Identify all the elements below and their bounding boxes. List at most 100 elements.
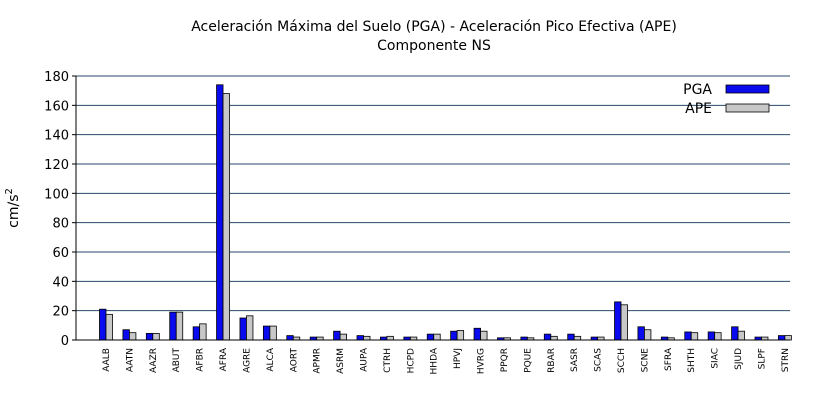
- y-tick-label: 160: [44, 99, 69, 114]
- x-tick-label: SJUD: [734, 348, 744, 370]
- x-tick-label: AFRA: [219, 347, 229, 371]
- x-tick-label: APMR: [313, 348, 323, 374]
- bar-pga: [99, 308, 107, 341]
- bar-pga: [192, 326, 201, 341]
- x-tick-label: HCPD: [406, 348, 416, 373]
- bar-ape: [573, 335, 582, 341]
- bar-pga: [614, 301, 622, 341]
- x-tick-label: STRN: [781, 348, 791, 372]
- bar-ape: [620, 304, 628, 341]
- bar-pga: [356, 335, 364, 341]
- bar-pga: [543, 333, 552, 341]
- bar-pga: [567, 333, 575, 341]
- y-tick-labels: 0 20 40 60 80 100 120 140 160 180: [44, 70, 69, 349]
- grid-lines: [76, 75, 790, 312]
- y-tick-label: 120: [44, 158, 69, 173]
- y-tick-label: 100: [44, 187, 69, 202]
- bar-pga: [637, 326, 645, 341]
- bar-pga: [262, 325, 271, 341]
- x-tick-label: AAZR: [149, 348, 159, 373]
- y-axis-label-exponent: 2: [4, 188, 15, 194]
- x-tick-label: AUPA: [360, 347, 370, 372]
- bar-pga: [731, 326, 739, 341]
- x-tick-label: AGRE: [242, 348, 252, 373]
- bar-pga: [145, 332, 154, 341]
- x-tick-label: AFBR: [196, 348, 206, 372]
- bar-pga: [122, 329, 130, 341]
- bar-ape: [737, 330, 745, 341]
- x-tick-label: PQUE: [523, 348, 533, 373]
- y-tick-label: 20: [52, 305, 69, 320]
- x-tick-label: SASR: [570, 348, 580, 372]
- x-tick-label: SLPF: [757, 348, 767, 369]
- bar-pga: [333, 330, 341, 341]
- bar-ape: [480, 330, 488, 341]
- y-tick-label: 180: [44, 70, 69, 85]
- bar-ape: [690, 332, 699, 341]
- bar-ape: [644, 329, 652, 341]
- bar-pga: [216, 84, 224, 341]
- x-tick-label: HPVJ: [453, 348, 463, 369]
- y-tick-label: 40: [52, 275, 69, 290]
- bar-ape: [105, 313, 113, 341]
- legend-label: APE: [685, 101, 712, 117]
- bar-ape: [550, 335, 558, 341]
- bar-ape: [386, 335, 394, 341]
- bar-ape: [269, 325, 277, 341]
- x-tick-labels: AALB AATN AAZR ABUT AFBR AFRA AGRE ALCA AORT APMR…: [102, 347, 791, 374]
- bar-pga: [239, 317, 247, 341]
- x-tick-label: SCNE: [640, 348, 650, 373]
- axes: [72, 75, 790, 341]
- bar-pga: [286, 335, 294, 341]
- bar-pga: [777, 335, 786, 341]
- legend: PGA APE: [683, 82, 770, 117]
- bar-ape: [784, 335, 792, 341]
- x-tick-label: PPQR: [500, 348, 510, 372]
- x-tick-label: AORT: [289, 348, 299, 373]
- bar-ape: [363, 335, 371, 341]
- x-tick-label: HHDA: [430, 347, 440, 374]
- legend-label: PGA: [683, 82, 712, 98]
- y-axis-label-unit: cm/s: [6, 195, 22, 228]
- x-tick-label: ALCA: [266, 347, 276, 371]
- y-tick-label: 80: [52, 217, 69, 232]
- x-tick-label: RBAR: [547, 348, 557, 373]
- bar-ape: [199, 323, 207, 341]
- x-tick-label: ABUT: [172, 348, 182, 373]
- x-tick-label: SFRA: [664, 347, 674, 371]
- x-tick-label: ASRM: [336, 348, 346, 374]
- bar-ape: [433, 333, 441, 341]
- x-tick-label: SIAC: [711, 348, 721, 369]
- bar-ape: [152, 332, 160, 341]
- bar-ape: [175, 311, 184, 341]
- x-tick-label: AALB: [102, 348, 112, 372]
- bar-ape: [456, 330, 465, 341]
- bar-pga: [707, 331, 716, 341]
- y-tick-label: 0: [61, 334, 69, 349]
- x-tick-label: CTRH: [383, 348, 393, 373]
- y-axis-label: cm/s2: [4, 188, 22, 228]
- y-tick-label: 140: [44, 129, 69, 144]
- bar-ape: [714, 332, 722, 341]
- bar-ape: [246, 315, 254, 341]
- chart-title: Aceleración Máxima del Suelo (PGA) - Ace…: [191, 19, 677, 35]
- bar-pga: [473, 327, 481, 341]
- bar-ape: [222, 93, 230, 341]
- legend-swatch: [725, 84, 770, 94]
- x-tick-label: SCAS: [594, 348, 604, 372]
- x-tick-label: AATN: [125, 348, 135, 372]
- legend-swatch: [725, 103, 770, 113]
- x-tick-label: HVRG: [477, 348, 487, 374]
- bar-pga: [426, 333, 435, 341]
- bars: [99, 84, 792, 341]
- bar-ape: [129, 332, 137, 341]
- bar-pga: [169, 311, 177, 341]
- x-tick-label: SHTH: [687, 348, 697, 373]
- bar-ape: [339, 333, 347, 341]
- y-tick-label: 60: [52, 246, 69, 261]
- bar-pga: [450, 330, 458, 341]
- bar-pga: [684, 331, 692, 341]
- chart-subtitle: Componente NS: [377, 38, 491, 54]
